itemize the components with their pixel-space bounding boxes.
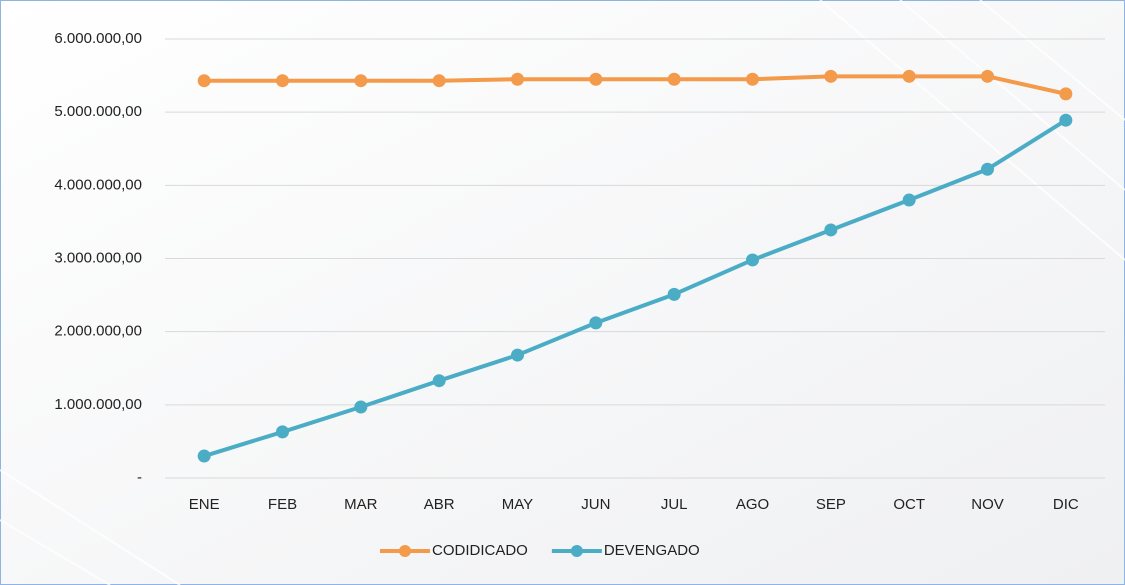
series-line [204, 74, 1067, 96]
data-point [746, 72, 759, 86]
data-point [276, 425, 289, 439]
data-point [432, 74, 446, 88]
data-point [746, 253, 759, 267]
data-point [589, 316, 603, 330]
legend-marker [399, 545, 411, 557]
data-point [1059, 87, 1073, 101]
y-tick-label: 5.000.000,00 [54, 103, 142, 120]
data-point [667, 287, 681, 301]
x-tick-label: MAY [502, 496, 533, 513]
y-tick-label: 4.000.000,00 [54, 176, 142, 193]
x-tick-label: OCT [893, 496, 925, 513]
data-point [981, 162, 994, 176]
data-point [354, 400, 368, 414]
data-point [902, 193, 916, 207]
data-point [902, 69, 916, 83]
x-tick-label: DIC [1053, 496, 1079, 513]
x-tick-label: ENE [189, 496, 220, 513]
y-tick-label: 1.000.000,00 [54, 396, 142, 413]
data-point [981, 69, 994, 83]
data-point [197, 449, 211, 463]
x-tick-label: NOV [971, 496, 1004, 513]
legend-marker [570, 545, 583, 557]
x-tick-label: FEB [268, 496, 297, 513]
x-tick-label: AGO [736, 496, 769, 513]
y-tick-label: 3.000.000,00 [54, 249, 142, 266]
data-point [667, 72, 681, 86]
data-point [197, 74, 211, 88]
x-tick-label: MAR [344, 496, 378, 513]
data-point [511, 72, 524, 86]
x-tick-label: SEP [816, 496, 846, 513]
data-point [589, 72, 603, 86]
data-point [354, 74, 368, 88]
y-tick-label: 6.000.000,00 [54, 30, 142, 47]
series-line [203, 118, 1067, 458]
data-point [276, 74, 289, 88]
y-tick-label: - [137, 469, 142, 486]
data-point [1059, 113, 1073, 127]
data-point [824, 223, 838, 237]
x-tick-label: JUL [661, 496, 688, 513]
data-point [511, 348, 524, 362]
x-tick-label: ABR [424, 496, 455, 513]
data-point [432, 374, 446, 388]
data-point [824, 69, 838, 83]
x-tick-label: JUN [581, 496, 610, 513]
y-tick-label: 2.000.000,00 [54, 323, 142, 340]
legend-label: DEVENGADO [604, 542, 700, 559]
legend-label: CODIDICADO [432, 542, 528, 559]
